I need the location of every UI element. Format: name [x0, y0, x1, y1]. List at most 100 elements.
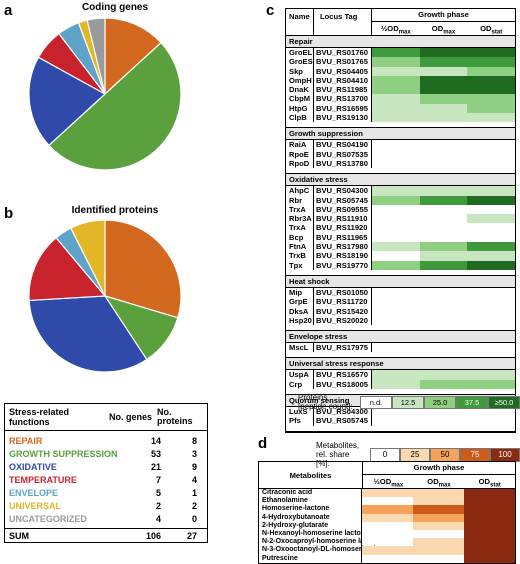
metabolite-cell: [362, 521, 413, 530]
proteins-legend-label: Proteins [peptide count]:: [298, 393, 353, 411]
metabolite-cell: [464, 505, 515, 514]
heat-cell: [467, 113, 516, 123]
stress-proteins-count: 2: [191, 500, 197, 511]
heat-cell: [467, 66, 516, 76]
locus-tag: BVU_RS18005: [314, 379, 372, 390]
metabolite-cell: [464, 554, 515, 563]
heat-cell: [467, 195, 516, 205]
stress-function-label: REPAIR: [9, 435, 43, 446]
heat-row: GroES BVU_RS01765: [286, 57, 516, 67]
metabolites-legend: Metabolites, rel. share [%]: 0 25 50 75 100: [316, 441, 520, 468]
heat-cell: [372, 251, 420, 261]
metabolites-heatmap-table: Metabolites Growth phase ½ODmax ODmax ODst…: [258, 461, 516, 564]
heat-cell: [419, 113, 468, 123]
heat-row: OmpH BVU_RS04410: [286, 75, 516, 86]
heat-row: MscL BVU_RS17975: [286, 343, 516, 353]
metabolite-name: 4-Hydroxybutanoate: [259, 513, 362, 522]
metabolite-row: N-2-Oxocaproyl-homoserine lactone: [259, 538, 515, 547]
heat-cell: [419, 48, 468, 58]
stress-row: REPAIR 14 8: [5, 434, 207, 447]
heat-cell: [467, 416, 516, 426]
stress-function-label: UNIVERSAL: [9, 500, 62, 511]
heat-group-spacer: [286, 426, 515, 431]
stress-genes-count: 4: [155, 513, 161, 524]
locus-tag: BVU_RS11965: [314, 232, 372, 243]
stress-genes-count: 5: [155, 487, 161, 498]
metabolite-cell: [362, 513, 413, 522]
heat-cell: [419, 186, 468, 196]
locus-tag: BVU_RS11985: [314, 85, 372, 95]
metabolite-cell: [413, 521, 464, 530]
heat-phase-header: ODmax: [431, 24, 456, 36]
heat-cell: [419, 315, 468, 326]
metabolite-row: N-Hexanoyl-homoserine lactone: [259, 529, 515, 539]
locus-tag: BVU_RS20020: [314, 315, 372, 326]
panel-a-title: Coding genes: [81, 2, 149, 13]
metabolite-cell: [362, 529, 413, 539]
proteins-legend-swatch: n.d.: [360, 395, 392, 409]
heat-cell: [419, 260, 468, 270]
metabolites-legend-swatch: 0: [370, 447, 400, 462]
protein-name: DnaK: [286, 85, 314, 95]
heat-cell: [467, 48, 516, 58]
metabolite-cell: [362, 538, 413, 547]
heat-row: DksA BVU_RS15420: [286, 306, 516, 316]
metabolite-row: Homoserine-lactone: [259, 505, 515, 514]
metabolite-name: Putrescine: [259, 554, 362, 563]
heat-cell: [419, 214, 468, 224]
heat-cell: [419, 223, 468, 233]
locus-tag: BVU_RS11720: [314, 297, 372, 307]
metabolite-row: 2-Hydroxy-glutarate: [259, 521, 515, 530]
metabolites-legend-label: Metabolites, rel. share [%]:: [316, 441, 360, 468]
heat-cell: [419, 370, 468, 380]
heat-cell: [419, 57, 468, 67]
protein-name: FtnA: [286, 242, 314, 252]
protein-name: GroEL: [286, 48, 314, 58]
proteins-legend-swatch: ≥50.0: [488, 395, 520, 409]
met-phase-header: ODmax: [427, 477, 451, 489]
stress-proteins-count: 9: [191, 461, 197, 472]
heat-row: ClpB BVU_RS19130: [286, 113, 516, 123]
stress-proteins-count: 3: [191, 448, 197, 459]
heat-cell: [372, 94, 420, 104]
panel-d-letter: d: [258, 435, 268, 452]
stress-col-genes: No. genes: [109, 411, 153, 422]
metabolites-legend-swatch: 75: [460, 447, 490, 462]
heat-row: RpoD BVU_RS13780: [286, 158, 516, 169]
heat-cell: [467, 232, 516, 243]
protein-name: RpoD: [286, 158, 314, 169]
protein-name: GroES: [286, 57, 314, 67]
locus-tag: BVU_RS17975: [314, 343, 372, 353]
heat-cell: [372, 158, 420, 169]
protein-name: DksA: [286, 306, 314, 316]
metabolite-name: Homoserine-lactone: [259, 505, 362, 514]
stress-sum-row: SUM 106 27: [5, 528, 207, 542]
metabolite-row: N-3-Oxooctanoyl-DL-homoserine lactone: [259, 546, 515, 555]
heat-cell: [467, 75, 516, 86]
metabolite-cell: [362, 554, 413, 563]
locus-tag: BVU_RS01760: [314, 48, 372, 58]
stress-genes-count: 7: [155, 474, 161, 485]
protein-name: AhpC: [286, 186, 314, 196]
heat-row: TrxA BVU_RS11920: [286, 223, 516, 233]
metabolite-name: N-3-Oxooctanoyl-DL-homoserine lactone: [259, 546, 398, 555]
metabolite-row: Putrescine: [259, 554, 515, 563]
met-phase-header: ½ODmax: [373, 477, 404, 489]
protein-name: Rbr3A: [286, 214, 314, 224]
heat-cell: [419, 140, 468, 150]
heat-cell: [419, 297, 468, 307]
heat-cell: [372, 223, 420, 233]
heat-cell: [372, 186, 420, 196]
proteins-legend-swatch: 12.5: [392, 395, 424, 409]
heat-cell: [372, 343, 420, 353]
locus-tag: BVU_RS19130: [314, 113, 372, 123]
stress-col-functions: Stress-related functions: [9, 407, 70, 427]
locus-tag: BVU_RS18190: [314, 251, 372, 261]
heat-cell: [372, 287, 420, 298]
heat-cell: [419, 232, 468, 243]
heat-cell: [372, 232, 420, 243]
metabolite-cell: [362, 497, 413, 506]
coding-genes-slice-repair: [104, 17, 162, 96]
heat-cell: [372, 297, 420, 307]
heat-row: TrxA BVU_RS09555: [286, 204, 516, 215]
